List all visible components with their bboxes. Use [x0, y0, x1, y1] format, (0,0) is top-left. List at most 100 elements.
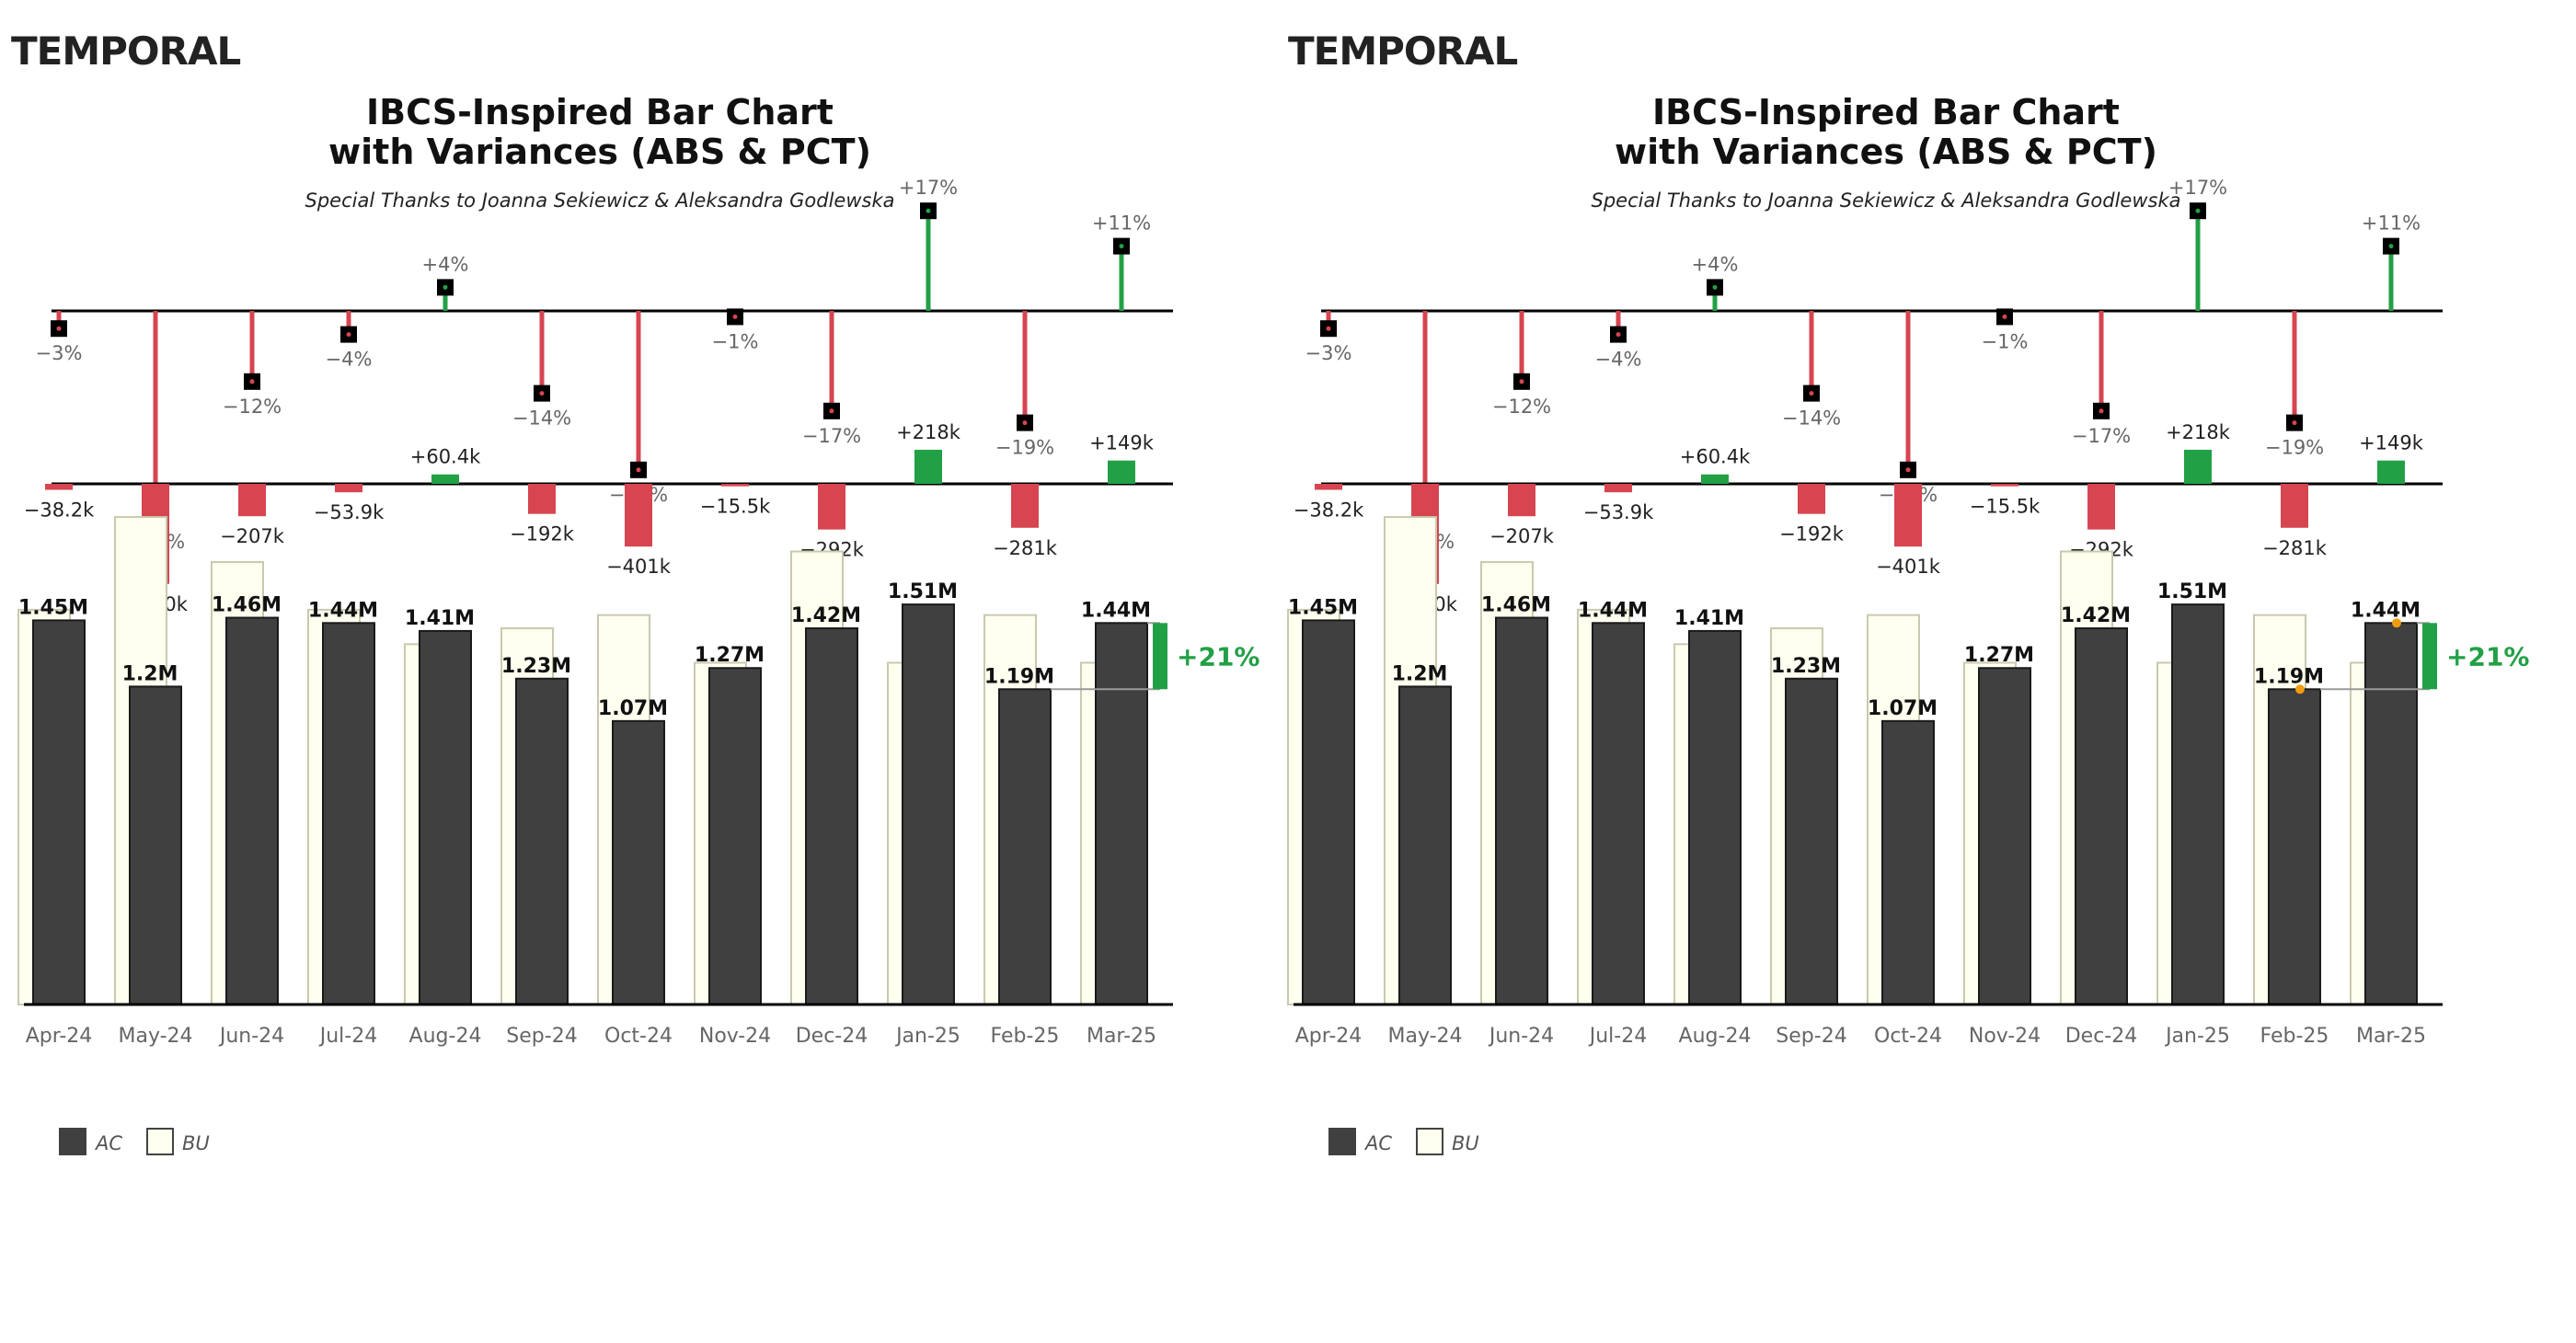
ac-value-label: 1.44M	[1578, 599, 1648, 622]
ac-bar	[2268, 688, 2321, 1006]
mom-change-bar	[2422, 623, 2437, 690]
abs-variance-label: +149k	[2359, 432, 2424, 454]
ac-bar	[1398, 685, 1452, 1006]
ac-bar	[2075, 627, 2128, 1005]
category-label: Jan-25	[894, 1025, 960, 1048]
ac-value-label: 1.42M	[791, 604, 861, 627]
pct-variance-label: −19%	[995, 437, 1054, 459]
pct-variance-marker-dot	[2195, 208, 2201, 213]
pct-variance-marker-dot	[2292, 420, 2297, 426]
ac-value-label: 1.07M	[1868, 697, 1938, 720]
abs-variance-bar	[2377, 460, 2405, 484]
chart-title-line2: with Variances (ABS & PCT)	[1615, 132, 2157, 172]
category-label: Jul-24	[1588, 1025, 1647, 1048]
pct-variance-label: +4%	[422, 253, 469, 275]
chart-panel-left: TEMPORAL IBCS-Inspired Bar Chart with Va…	[0, 0, 1279, 1343]
pct-variance-label: −14%	[1782, 407, 1841, 430]
abs-variance-bar	[431, 474, 459, 484]
chart-title-line1: IBCS-Inspired Bar Chart	[1652, 92, 2120, 132]
abs-variance-label: −15.5k	[700, 496, 771, 518]
ac-bar	[2171, 603, 2225, 1005]
category-label: May-24	[118, 1025, 192, 1048]
pct-variance-marker-dot	[1326, 326, 1331, 331]
pct-variance-label: +11%	[2362, 212, 2421, 235]
ac-bar	[1302, 619, 1355, 1006]
mom-change-label: +21%	[1177, 641, 1259, 672]
ac-bar	[902, 603, 955, 1005]
ac-bar	[322, 622, 375, 1006]
pct-variance-label: −19%	[2265, 437, 2324, 459]
pct-variance-marker-dot	[1519, 379, 1524, 385]
legend-ac-label: AC	[1363, 1132, 1392, 1154]
legend: AC BU	[1328, 1128, 1479, 1155]
category-label: Nov-24	[1969, 1025, 2041, 1048]
abs-variance-bar	[1011, 484, 1039, 528]
pct-variance-marker-dot	[1809, 391, 1814, 396]
ac-bar	[32, 619, 86, 1006]
chart-svg: TEMPORAL IBCS-Inspired Bar Chart with Va…	[1287, 29, 2529, 1155]
abs-variance-bar	[1508, 484, 1535, 517]
category-label: Oct-24	[604, 1025, 673, 1048]
ac-value-label: 1.51M	[888, 580, 958, 603]
chart-svg: TEMPORAL IBCS-Inspired Bar Chart with Va…	[11, 29, 1259, 1155]
legend: AC BU	[59, 1128, 210, 1155]
ac-value-label: 1.46M	[212, 594, 282, 617]
ac-bar	[1592, 622, 1645, 1006]
ac-value-label: 1.23M	[1771, 655, 1841, 678]
pct-variance-label: +11%	[1092, 212, 1151, 235]
pct-variance-marker-dot	[1022, 420, 1028, 426]
pct-variance-label: −4%	[1595, 349, 1642, 371]
ac-value-label: 1.19M	[2254, 665, 2324, 688]
pct-variance-label: +17%	[899, 177, 958, 199]
category-label: Nov-24	[699, 1025, 771, 1048]
pct-variance-marker-dot	[2388, 244, 2394, 249]
legend-ac-swatch	[1328, 1128, 1356, 1155]
abs-variance-label: −38.2k	[24, 499, 95, 521]
pct-variance-marker-dot	[1119, 244, 1124, 249]
category-label: Oct-24	[1874, 1025, 1942, 1048]
category-label: Apr-24	[26, 1025, 93, 1048]
pct-variance-marker-dot	[732, 314, 738, 319]
abs-variance-label: +60.4k	[1680, 446, 1751, 468]
pct-variance-label: +4%	[1692, 253, 1739, 275]
highlight-marker	[2295, 684, 2305, 694]
ac-value-label: 1.07M	[598, 697, 668, 720]
ac-value-label: 1.45M	[1288, 596, 1358, 619]
pct-variance-marker-dot	[2099, 408, 2104, 414]
main-bar-chart: 1.45M Apr-24 1.2M May-24 1.46M Jun-24 1.44M Jul…	[1287, 516, 2529, 1048]
pct-variance-chart: −3%−35%−12%−4%+4%−14%−27%−1%−17%+17%−19%…	[36, 177, 1173, 553]
legend-bu-swatch	[1416, 1128, 1443, 1155]
category-label: Aug-24	[1679, 1025, 1752, 1048]
abs-variance-bar	[238, 484, 266, 517]
pct-variance-marker-dot	[1712, 284, 1718, 290]
category-label: Aug-24	[409, 1025, 482, 1048]
logo: TEMPORAL	[1288, 29, 1517, 74]
pct-variance-marker-dot	[539, 391, 545, 396]
ac-bar	[1095, 622, 1148, 1006]
highlight-marker	[2392, 618, 2401, 628]
ac-value-label: 1.42M	[2061, 604, 2131, 627]
abs-variance-bar	[528, 484, 556, 514]
abs-variance-label: −38.2k	[1294, 499, 1364, 521]
chart-subtitle: Special Thanks to Joanna Sekiewicz & Ale…	[305, 189, 895, 212]
mom-change-bar	[1153, 623, 1167, 690]
abs-variance-bar	[1701, 474, 1729, 484]
pct-variance-label: −14%	[512, 407, 571, 430]
pct-variance-label: +17%	[2168, 177, 2227, 199]
legend-ac-label: AC	[94, 1132, 122, 1154]
abs-variance-bar	[1315, 484, 1342, 490]
pct-variance-chart: −3%−35%−12%−4%+4%−14%−27%−1%−17%+17%−19%…	[1305, 177, 2443, 553]
ac-value-label: 1.44M	[2351, 599, 2421, 622]
category-label: Feb-25	[991, 1025, 1060, 1048]
category-label: Jun-24	[218, 1025, 284, 1048]
pct-variance-label: −4%	[326, 349, 373, 371]
abs-variance-label: +218k	[2166, 421, 2231, 443]
main-bar-chart: 1.45M Apr-24 1.2M May-24 1.46M Jun-24 1.44M Jul…	[17, 516, 1259, 1048]
ac-bar	[2364, 622, 2418, 1006]
chart-title-line1: IBCS-Inspired Bar Chart	[366, 92, 834, 132]
pct-variance-marker-dot	[443, 284, 448, 290]
pct-variance-marker-dot	[249, 379, 255, 385]
ac-bar	[1881, 719, 1935, 1006]
pct-variance-marker-dot	[926, 208, 931, 213]
abs-variance-label: −401k	[1876, 556, 1941, 578]
